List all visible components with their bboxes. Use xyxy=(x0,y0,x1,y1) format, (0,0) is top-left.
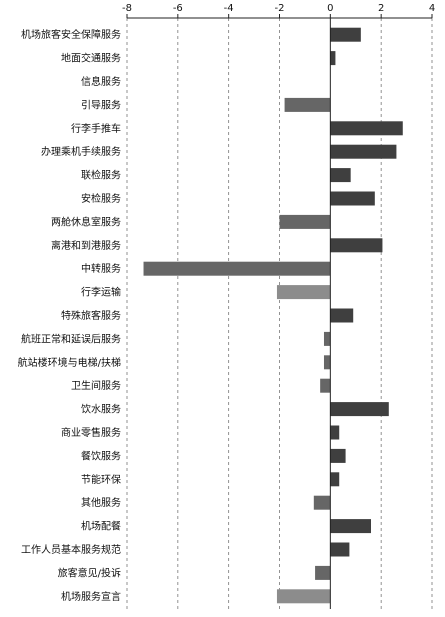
category-label: 引导服务 xyxy=(81,98,121,111)
category-label: 行李手推车 xyxy=(71,122,121,135)
category-label: 行李运输 xyxy=(81,286,121,299)
bar xyxy=(330,402,389,417)
category-label: 其他服务 xyxy=(81,496,121,509)
bar xyxy=(330,519,371,534)
x-tick-labels: -8 -6 -4 -2 0 2 4 xyxy=(122,3,435,14)
bar xyxy=(330,448,346,463)
bars xyxy=(143,27,403,604)
bar xyxy=(330,238,383,253)
category-label: 工作人员基本服务规范 xyxy=(21,543,121,556)
bar xyxy=(330,51,336,66)
bar xyxy=(320,378,331,393)
category-label: 安检服务 xyxy=(81,192,121,205)
bar xyxy=(315,565,331,580)
x-tick-label: -6 xyxy=(173,3,183,14)
category-labels: 机场旅客安全保障服务地面交通服务信息服务引导服务行李手推车办理乘机手续服务联检服… xyxy=(18,28,121,603)
bar xyxy=(330,144,397,159)
bar xyxy=(330,191,375,206)
bar xyxy=(323,355,331,370)
axes xyxy=(126,14,433,609)
category-label: 特殊旅客服务 xyxy=(61,309,121,322)
bar xyxy=(330,542,350,557)
bar xyxy=(330,308,354,323)
bar xyxy=(279,214,331,229)
category-label: 地面交通服务 xyxy=(61,52,121,65)
category-label: 餐饮服务 xyxy=(81,449,121,462)
category-label: 机场服务宣言 xyxy=(61,590,121,603)
bar xyxy=(284,97,331,112)
bar xyxy=(313,495,331,510)
bar xyxy=(276,589,331,604)
bar xyxy=(330,472,340,487)
category-label: 离港和到港服务 xyxy=(51,239,121,252)
bar xyxy=(330,425,340,440)
category-label: 卫生间服务 xyxy=(71,379,121,392)
bar xyxy=(330,168,351,183)
x-tick-label: -2 xyxy=(275,3,285,14)
category-label: 两舱休息室服务 xyxy=(51,215,121,228)
grid-lines xyxy=(126,18,433,609)
bar xyxy=(330,121,403,136)
category-label: 节能环保 xyxy=(81,473,121,486)
category-label: 办理乘机手续服务 xyxy=(41,145,121,158)
x-tick-label: 4 xyxy=(429,3,435,14)
bar xyxy=(276,285,331,300)
category-label: 旅客意见/投诉 xyxy=(58,566,121,579)
bar xyxy=(330,27,361,42)
x-tick-label: 0 xyxy=(327,3,333,14)
x-tick-label: 2 xyxy=(378,3,384,14)
category-label: 信息服务 xyxy=(81,75,121,88)
category-label: 航班正常和延误后服务 xyxy=(21,332,121,345)
category-label: 机场配餐 xyxy=(81,520,121,533)
category-label: 中转服务 xyxy=(81,262,121,275)
category-label: 机场旅客安全保障服务 xyxy=(21,28,121,41)
x-tick-label: -8 xyxy=(122,3,132,14)
category-label: 航站楼环境与电梯/扶梯 xyxy=(18,356,121,369)
bar xyxy=(143,261,331,276)
category-label: 商业零售服务 xyxy=(61,426,121,439)
bar xyxy=(323,331,331,346)
category-label: 联检服务 xyxy=(81,169,121,182)
category-label: 饮水服务 xyxy=(81,403,121,416)
x-tick-label: -4 xyxy=(224,3,234,14)
